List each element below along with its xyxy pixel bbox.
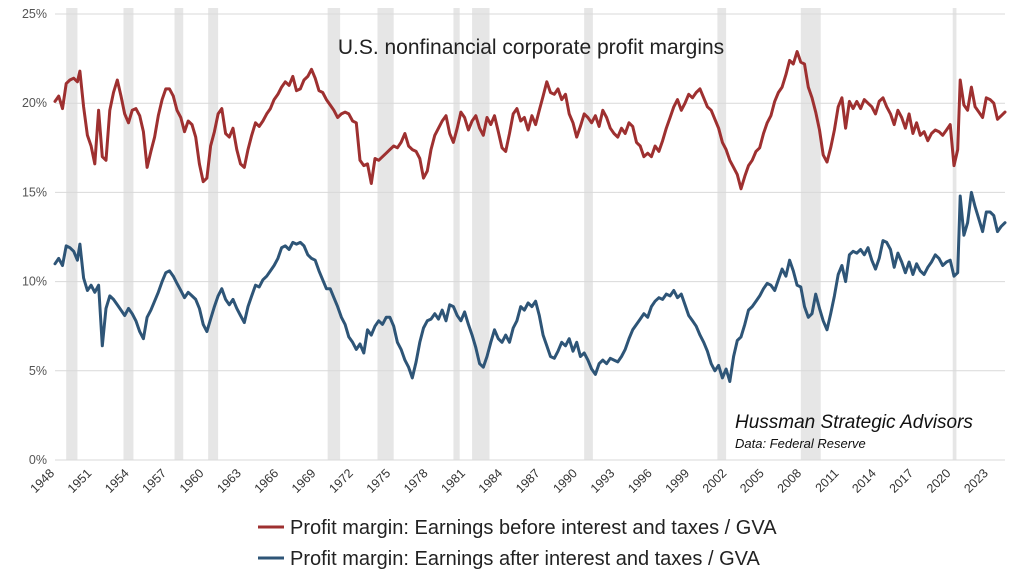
x-axis-ticks: 1948 1951 1954 1957 1960 1963 1966 1969 1972 1975…: [28, 466, 991, 496]
x-tick-label: 1957: [140, 466, 170, 496]
x-tick-label: 1969: [289, 466, 319, 496]
recession-band: [453, 8, 460, 460]
legend-label-eat: Profit margin: Earnings after interest a…: [290, 548, 761, 570]
recession-band: [327, 8, 341, 460]
x-tick-label: 1960: [177, 466, 207, 496]
x-tick-label: 1948: [28, 466, 58, 496]
x-tick-label: 1978: [401, 466, 431, 496]
x-tick-label: 1954: [102, 466, 132, 496]
recession-band: [208, 8, 219, 460]
x-tick-label: 2023: [961, 466, 991, 496]
x-tick-label: 1981: [438, 466, 468, 496]
y-tick-label: 0%: [29, 453, 47, 467]
recession-band: [717, 8, 727, 460]
x-tick-label: 2008: [775, 466, 805, 496]
recession-band: [472, 8, 490, 460]
x-tick-label: 1975: [364, 466, 394, 496]
source-note-annotation: Data: Federal Reserve: [735, 436, 866, 451]
gridlines: [55, 13, 1005, 461]
source-annotation: Hussman Strategic Advisors: [735, 412, 973, 433]
x-tick-label: 1966: [252, 466, 282, 496]
x-tick-label: 1984: [476, 466, 506, 496]
x-tick-label: 1993: [588, 466, 618, 496]
recession-band: [952, 8, 957, 460]
series-line-eat: [53, 190, 1007, 383]
recession-bands: [66, 8, 957, 460]
x-tick-label: 1999: [663, 466, 693, 496]
x-tick-label: 2017: [887, 466, 917, 496]
recession-band: [377, 8, 394, 460]
x-tick-label: 1990: [550, 466, 580, 496]
x-tick-label: 1987: [513, 466, 543, 496]
chart-title: U.S. nonfinancial corporate profit margi…: [338, 36, 724, 59]
x-tick-label: 1972: [326, 466, 356, 496]
y-axis-ticks: 0% 5% 10% 15% 20% 25%: [22, 7, 47, 467]
y-tick-label: 20%: [22, 96, 47, 110]
legend-label-ebit: Profit margin: Earnings before interest …: [290, 517, 777, 539]
series-lines: [53, 50, 1007, 383]
series-line-ebit: [53, 50, 1007, 191]
x-tick-label: 2002: [700, 466, 730, 496]
x-tick-label: 2011: [813, 466, 842, 495]
x-tick-label: 1951: [65, 466, 95, 496]
recession-band: [174, 8, 184, 460]
y-tick-label: 5%: [29, 364, 47, 378]
y-tick-label: 15%: [22, 185, 47, 199]
x-tick-label: 2014: [849, 466, 879, 496]
recession-band: [123, 8, 134, 460]
recession-band: [584, 8, 593, 460]
x-tick-label: 1996: [625, 466, 655, 496]
x-tick-label: 2005: [737, 466, 767, 496]
x-tick-label: 1963: [214, 466, 244, 496]
y-tick-label: 25%: [22, 7, 47, 21]
recession-band: [800, 8, 821, 460]
legend: Profit margin: Earnings before interest …: [258, 517, 777, 570]
recession-band: [66, 8, 78, 460]
y-tick-label: 10%: [22, 275, 47, 289]
x-tick-label: 2020: [924, 466, 954, 496]
